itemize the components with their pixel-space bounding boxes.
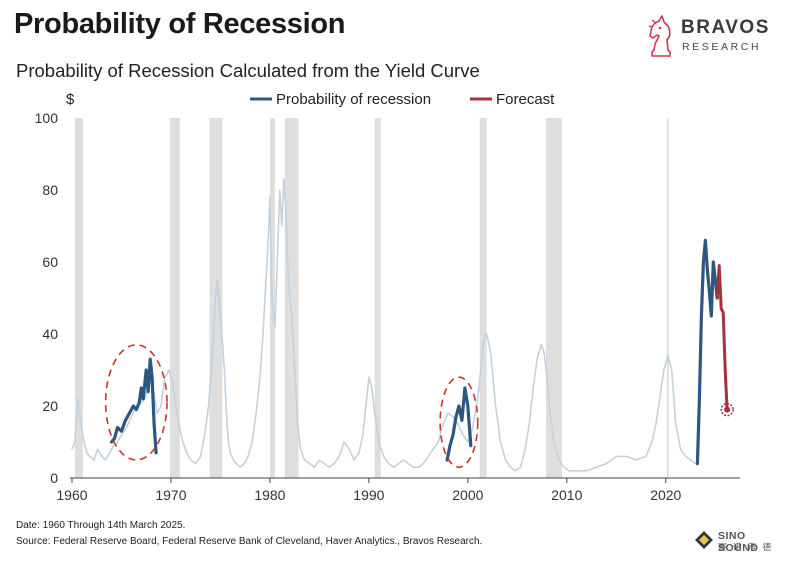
brand-name: BRAVOS bbox=[681, 17, 770, 38]
watermark-name: SINO SOUND bbox=[718, 530, 759, 554]
series-line-highlight bbox=[695, 238, 719, 466]
recession-band bbox=[284, 118, 299, 478]
series-line-highlight bbox=[110, 357, 158, 455]
series-line-forecast bbox=[715, 264, 729, 412]
forecast-end-dot bbox=[724, 406, 731, 413]
brand-logo: BRAVOS RESEARCH bbox=[646, 14, 776, 60]
y-tick-label: 60 bbox=[42, 254, 58, 270]
diamond-icon bbox=[695, 531, 713, 549]
x-tick-label: 1990 bbox=[353, 487, 384, 503]
x-tick-label: 1980 bbox=[254, 487, 285, 503]
series-line-highlight bbox=[445, 386, 473, 462]
recession-band bbox=[479, 118, 487, 478]
x-tick-label: 1960 bbox=[56, 487, 87, 503]
chess-knight-icon bbox=[648, 15, 671, 57]
x-tick-label: 2000 bbox=[452, 487, 483, 503]
y-tick-label: 40 bbox=[42, 326, 58, 342]
chart-legend: Probability of recession Forecast bbox=[250, 91, 555, 108]
x-tick-label: 1970 bbox=[155, 487, 186, 503]
recession-band bbox=[374, 118, 381, 478]
circled-range bbox=[439, 376, 479, 469]
recession-band bbox=[546, 118, 562, 478]
chart-title: Probability of Recession bbox=[14, 8, 346, 40]
forecast-end-marker bbox=[720, 402, 734, 417]
recession-band bbox=[74, 118, 83, 478]
x-tick-label: 2010 bbox=[551, 487, 582, 503]
circled-annotations bbox=[104, 343, 479, 469]
y-tick-label: 100 bbox=[35, 110, 59, 126]
circled-range bbox=[104, 343, 168, 461]
legend-label: Probability of recession bbox=[276, 91, 431, 108]
y-axis-label: $ bbox=[66, 91, 75, 108]
x-tick-label: 2020 bbox=[650, 487, 681, 503]
series-line-history bbox=[71, 178, 697, 472]
recession-band bbox=[169, 118, 180, 478]
x-axis: 1960 1970 1980 1990 2000 2010 2020 bbox=[56, 477, 740, 503]
series-lines bbox=[71, 178, 734, 472]
watermark: SINO SOUND 赛 诺 声 德 bbox=[694, 529, 786, 554]
recession-bands bbox=[74, 118, 669, 478]
watermark-subtitle: 赛 诺 声 德 bbox=[718, 542, 774, 552]
footer-date-note: Date: 1960 Through 14th March 2025. bbox=[16, 520, 186, 531]
recession-band bbox=[666, 118, 669, 478]
y-tick-label: 80 bbox=[42, 182, 58, 198]
brand-tagline: RESEARCH bbox=[682, 41, 762, 53]
y-tick-label: 0 bbox=[50, 470, 58, 486]
y-axis: 0 20 40 60 80 100 bbox=[35, 110, 59, 486]
chart-subtitle: Probability of Recession Calculated from… bbox=[16, 60, 480, 81]
footer-source: Source: Federal Reserve Board, Federal R… bbox=[16, 536, 483, 547]
y-tick-label: 20 bbox=[42, 398, 58, 414]
legend-label: Forecast bbox=[496, 91, 555, 108]
